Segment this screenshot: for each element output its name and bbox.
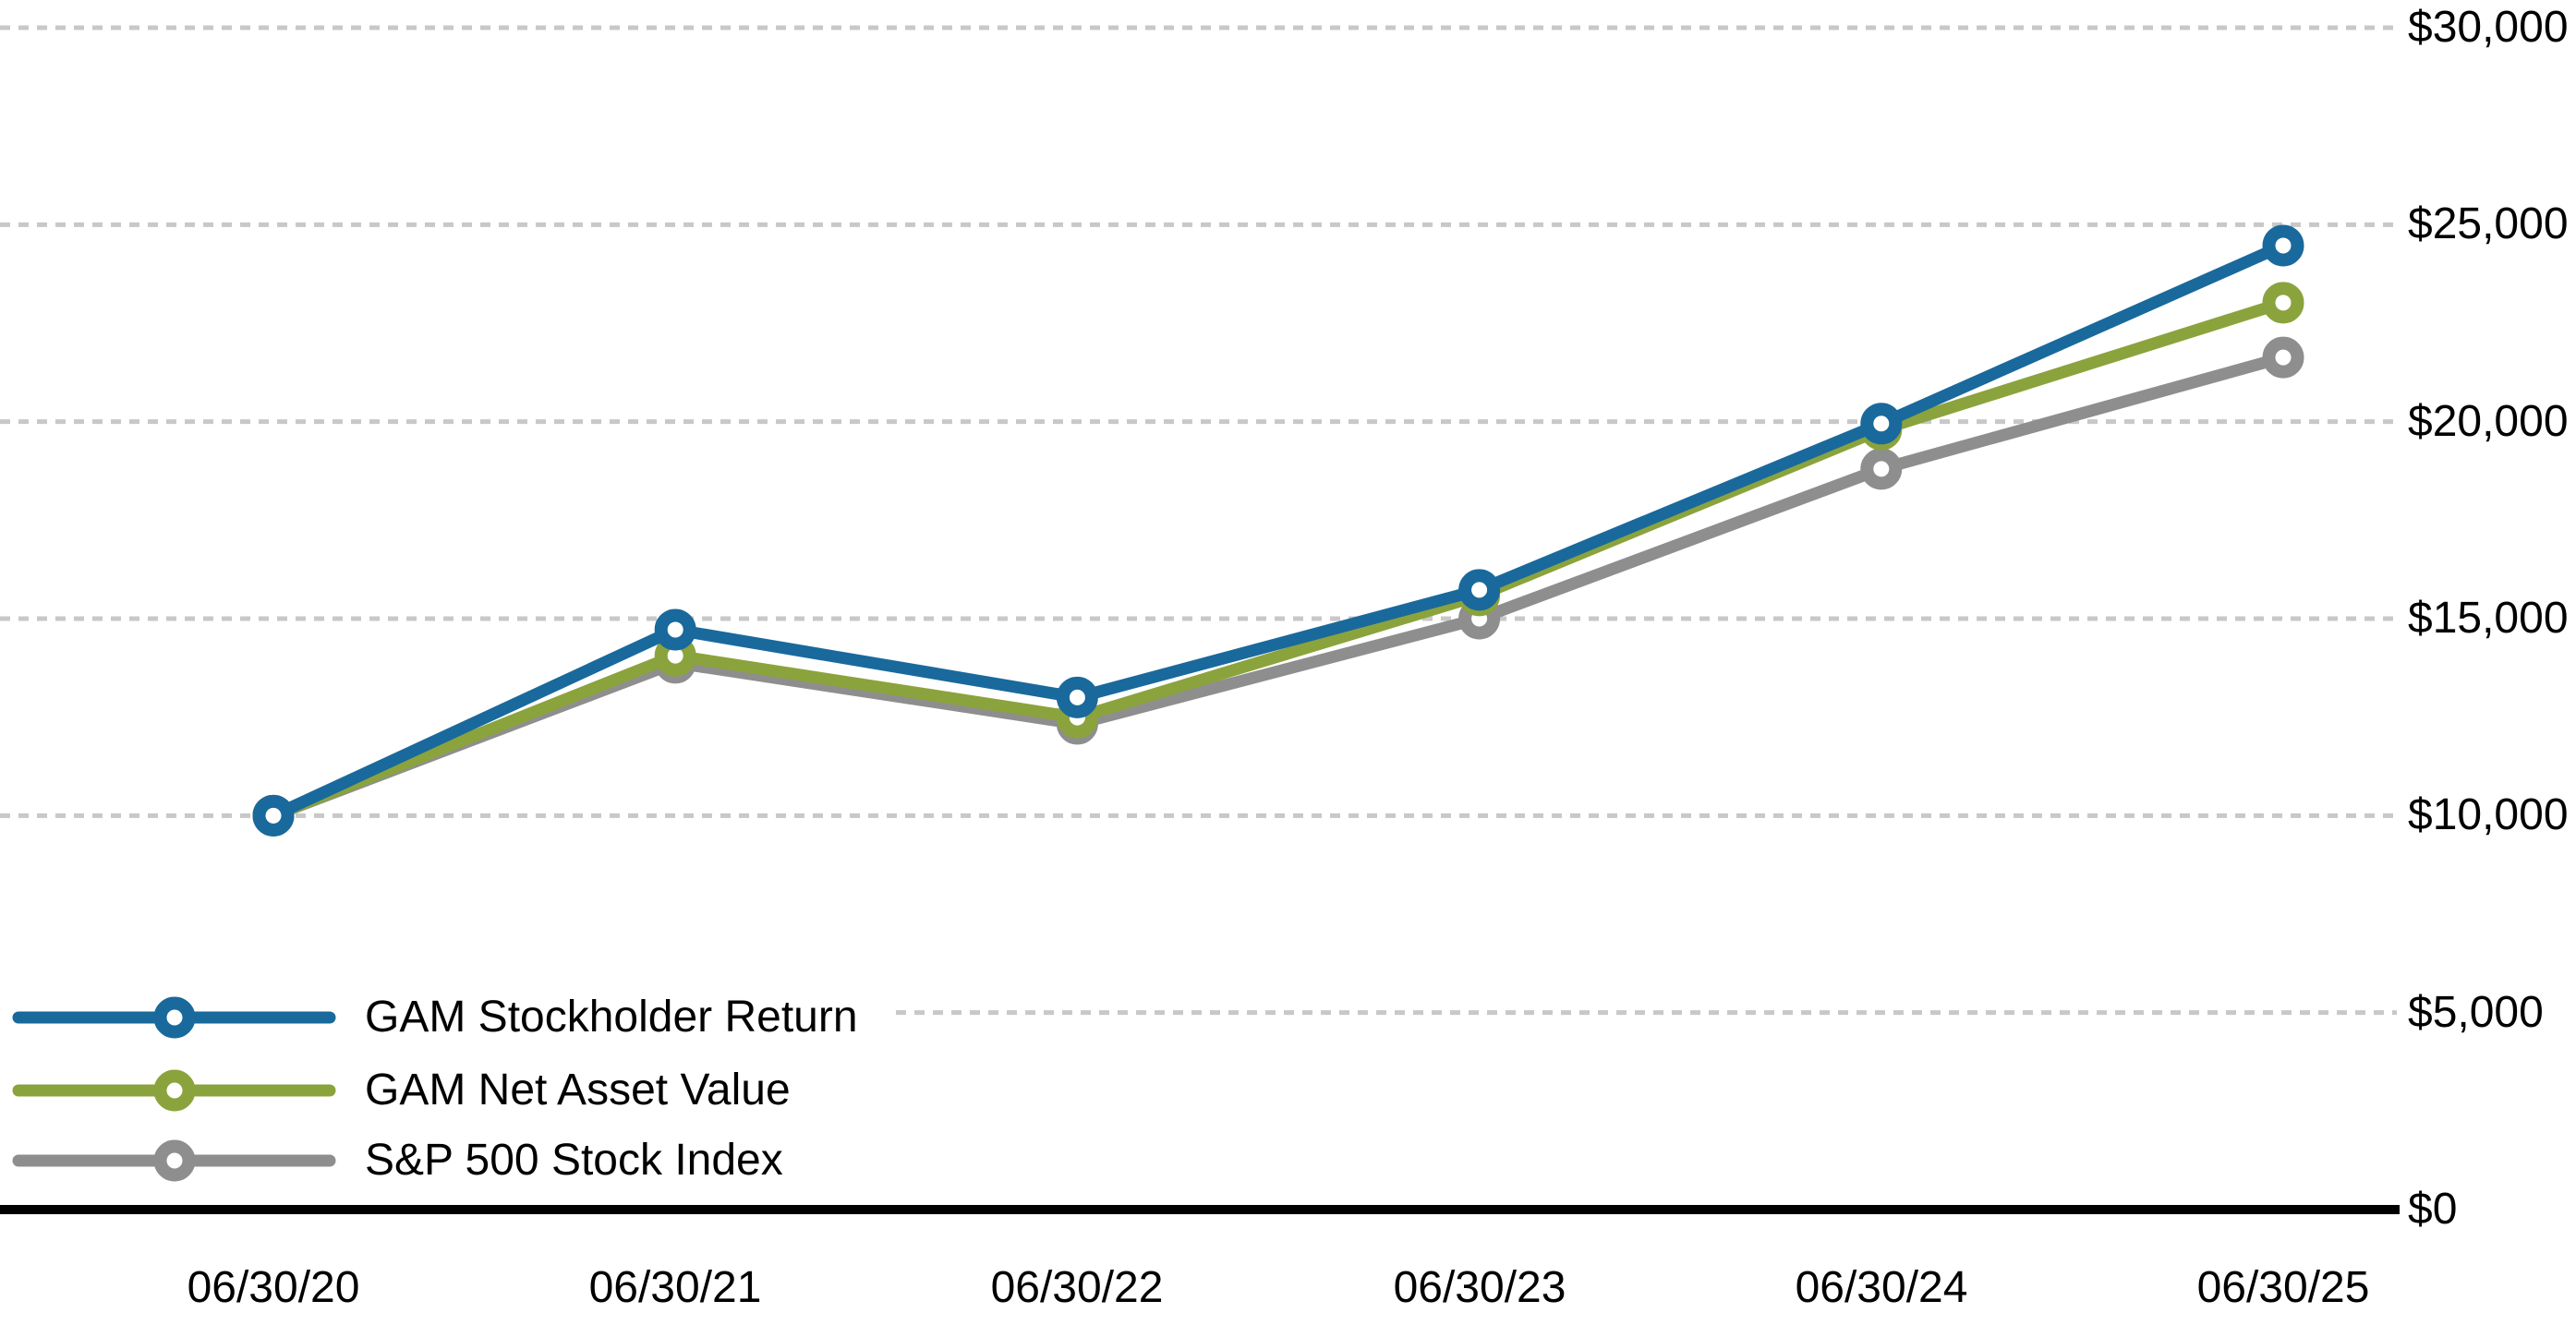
legend-label-gam-stockholder-return: GAM Stockholder Return: [365, 993, 858, 1042]
data-point-marker: [1458, 569, 1501, 611]
y-axis-tick-label: $10,000: [2408, 790, 2569, 839]
data-point-marker: [252, 794, 295, 837]
series-line: [267, 239, 2290, 822]
y-axis-tick-label: $15,000: [2408, 594, 2569, 643]
legend-label-sp-500-stock-index: S&P 500 Stock Index: [365, 1136, 783, 1185]
x-axis-tick-label: 06/30/24: [1795, 1263, 1968, 1312]
x-axis-tick-label: 06/30/22: [990, 1263, 1164, 1312]
y-axis-tick-label: $30,000: [2408, 3, 2569, 52]
legend-swatch-marker: [153, 1139, 196, 1182]
y-axis-tick-label: $5,000: [2408, 988, 2544, 1037]
x-axis-tick-label: 06/30/21: [588, 1263, 762, 1312]
series-line: [267, 296, 2290, 822]
legend-swatch-marker: [153, 1069, 196, 1112]
data-point-marker: [2262, 282, 2304, 324]
y-axis-tick-label: $25,000: [2408, 199, 2569, 248]
data-point-marker: [654, 608, 696, 651]
legend-label-gam-net-asset-value: GAM Net Asset Value: [365, 1066, 791, 1114]
y-axis-tick-label: $0: [2408, 1185, 2458, 1234]
data-point-marker: [1056, 676, 1098, 718]
legend-swatch-marker: [153, 996, 196, 1039]
data-point-marker: [1860, 448, 1903, 490]
data-point-marker: [2262, 336, 2304, 379]
data-point-marker: [2262, 224, 2304, 267]
x-axis-tick-label: 06/30/25: [2196, 1263, 2370, 1312]
data-point-marker: [1860, 403, 1903, 445]
y-axis-tick-label: $20,000: [2408, 397, 2569, 446]
x-axis-tick-label: 06/30/23: [1393, 1263, 1566, 1312]
x-axis-tick-label: 06/30/20: [187, 1263, 360, 1312]
series-line: [267, 351, 2290, 822]
